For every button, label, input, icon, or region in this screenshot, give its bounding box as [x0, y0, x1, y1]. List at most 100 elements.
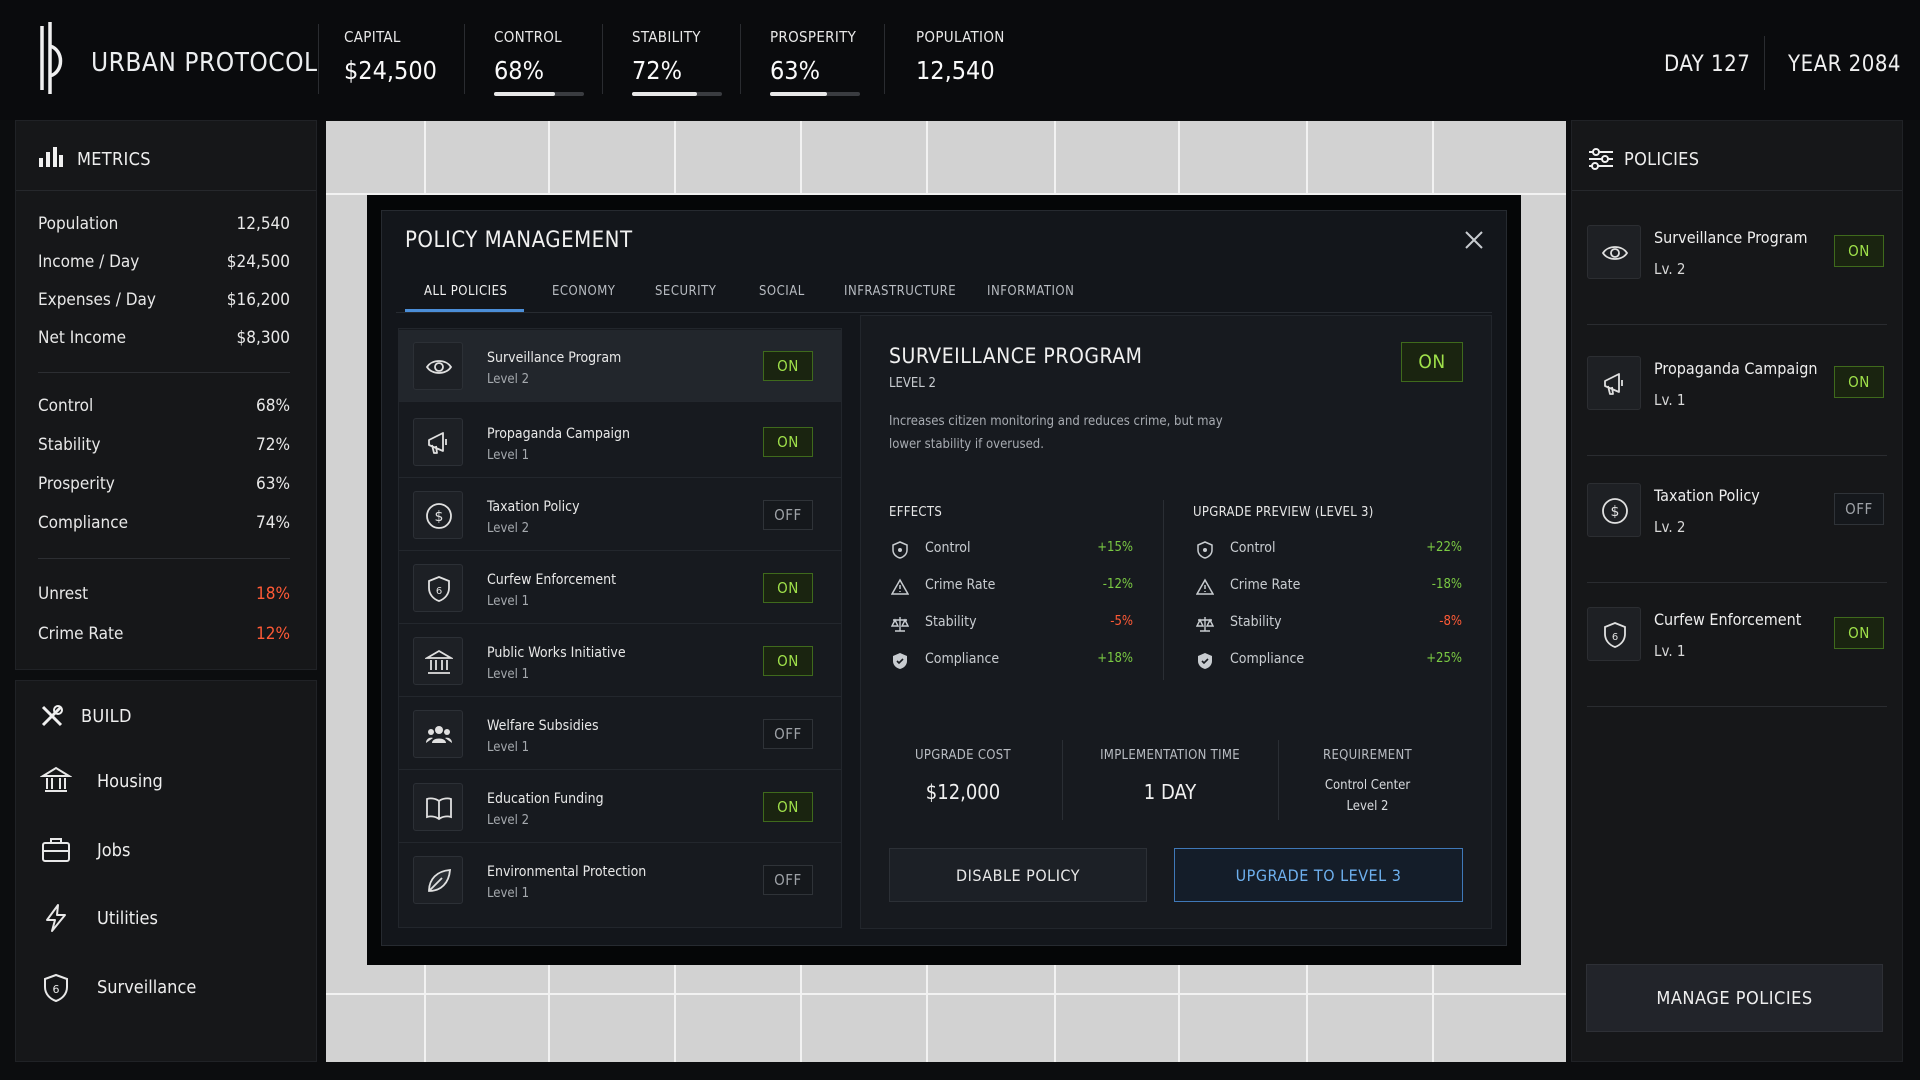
- effect-value: +15%: [1097, 540, 1133, 555]
- app-title: URBAN PROTOCOL: [91, 48, 318, 78]
- policy-toggle[interactable]: ON: [763, 573, 813, 603]
- megaphone-icon: [1604, 373, 1623, 395]
- stat-value: 72%: [632, 56, 682, 85]
- dollar-icon: $: [426, 503, 452, 529]
- upgrade-policy-button[interactable]: UPGRADE TO LEVEL 3: [1174, 848, 1463, 902]
- tab-economy[interactable]: ECONOMY: [552, 284, 616, 299]
- policy-name: Surveillance Program: [1654, 228, 1808, 247]
- scales-icon: [891, 617, 909, 632]
- requirement-line: Level 2: [1346, 799, 1389, 814]
- effect-row: Compliance +18%: [891, 651, 1133, 671]
- policy-name: Curfew Enforcement: [1654, 610, 1802, 629]
- bank-icon: [40, 766, 72, 792]
- policy-toggle[interactable]: ON: [763, 792, 813, 822]
- policy-level: Level 2: [487, 372, 530, 387]
- divider: [602, 24, 603, 94]
- shield-6-icon: 6: [428, 576, 450, 602]
- modal-title: POLICY MANAGEMENT: [405, 228, 633, 253]
- policies-panel-header: [1572, 121, 1902, 191]
- preview-row: Crime Rate -18%: [1196, 577, 1462, 597]
- briefcase-icon: [42, 838, 70, 862]
- policy-icon-box: [413, 342, 463, 390]
- requirement-value: Control Center Level 2: [1290, 775, 1445, 817]
- dollar-icon: $: [1602, 498, 1628, 524]
- policy-name: Surveillance Program: [487, 350, 622, 366]
- policy-list-item[interactable]: Education Funding Level 2 ON: [399, 771, 841, 843]
- active-policy-item[interactable]: Propaganda Campaign Lv. 1 ON: [1587, 326, 1887, 456]
- policy-name: Education Funding: [487, 791, 604, 807]
- eye-icon: [425, 360, 453, 374]
- policy-toggle[interactable]: ON: [1834, 366, 1884, 398]
- leaf-icon: [428, 869, 451, 892]
- policy-list-item[interactable]: Public Works Initiative Level 1 ON: [399, 625, 841, 697]
- active-policy-item[interactable]: $ Taxation Policy Lv. 2 OFF: [1587, 453, 1887, 583]
- detail-toggle[interactable]: ON: [1401, 342, 1463, 382]
- policy-list-item[interactable]: Surveillance Program Level 2 ON: [399, 330, 841, 402]
- tab-all-policies[interactable]: ALL POLICIES: [424, 284, 508, 299]
- metric-label: Compliance: [38, 513, 129, 533]
- policy-toggle[interactable]: ON: [1834, 235, 1884, 267]
- manage-policies-button[interactable]: MANAGE POLICIES: [1586, 964, 1883, 1032]
- policy-list-item[interactable]: Propaganda Campaign Level 1 ON: [399, 406, 841, 478]
- metric-label: Net Income: [38, 328, 126, 348]
- preview-label: Stability: [1230, 614, 1282, 630]
- scales-icon: [1196, 617, 1214, 632]
- shield-check-icon: [893, 653, 907, 669]
- effect-row: Control +15%: [891, 540, 1133, 560]
- preview-value: +25%: [1426, 651, 1462, 666]
- policy-list-item[interactable]: 6 Curfew Enforcement Level 1 ON: [399, 552, 841, 624]
- policy-toggle[interactable]: ON: [1834, 617, 1884, 649]
- policy-list-item[interactable]: $ Taxation Policy Level 2 OFF: [399, 479, 841, 551]
- metric-label: Stability: [38, 435, 101, 455]
- stat-value: 68%: [494, 56, 544, 85]
- upgrade-preview-title: UPGRADE PREVIEW (LEVEL 3): [1193, 505, 1374, 520]
- tabs-divider: [396, 312, 1492, 313]
- tab-infrastructure[interactable]: INFRASTRUCTURE: [844, 284, 957, 299]
- metric-row: Unrest 18%: [38, 584, 290, 604]
- divider: [464, 24, 465, 94]
- map-grid-line: [326, 193, 1566, 195]
- policy-toggle[interactable]: OFF: [763, 719, 813, 749]
- policy-icon-box: [1587, 225, 1641, 279]
- active-policy-item[interactable]: Surveillance Program Lv. 2 ON: [1587, 195, 1887, 325]
- policy-list-item[interactable]: Environmental Protection Level 1 OFF: [399, 844, 841, 916]
- svg-text:6: 6: [53, 983, 60, 996]
- divider: [1062, 740, 1063, 820]
- active-policy-item[interactable]: 6 Curfew Enforcement Lv. 1 ON: [1587, 577, 1887, 707]
- metric-value: 74%: [256, 513, 290, 533]
- disable-policy-button[interactable]: DISABLE POLICY: [889, 848, 1147, 902]
- effect-label: Stability: [925, 614, 977, 630]
- policy-name: Propaganda Campaign: [1654, 359, 1818, 378]
- detail-description: Increases citizen monitoring and reduces…: [889, 414, 1223, 452]
- svg-text:6: 6: [1612, 632, 1618, 643]
- tab-social[interactable]: SOCIAL: [759, 284, 805, 299]
- tab-information[interactable]: INFORMATION: [987, 284, 1075, 299]
- policy-toggle[interactable]: OFF: [1834, 493, 1884, 525]
- stat-value: 12,540: [916, 56, 995, 85]
- stat-label: CONTROL: [494, 28, 562, 46]
- policy-level: Lv. 1: [1654, 642, 1686, 660]
- metric-value: 18%: [256, 584, 290, 604]
- policy-list-item[interactable]: Welfare Subsidies Level 1 OFF: [399, 698, 841, 770]
- metric-value: 12,540: [236, 214, 291, 234]
- policy-toggle[interactable]: ON: [763, 351, 813, 381]
- policy-toggle[interactable]: ON: [763, 427, 813, 457]
- close-icon[interactable]: [1462, 228, 1486, 252]
- metric-label: Unrest: [38, 584, 89, 604]
- stat-label: POPULATION: [916, 28, 1005, 46]
- effect-value: -12%: [1102, 577, 1133, 592]
- detail-title: SURVEILLANCE PROGRAM: [889, 344, 1143, 368]
- metric-row: Expenses / Day $16,200: [38, 290, 290, 310]
- tab-security[interactable]: SECURITY: [655, 284, 717, 299]
- policy-toggle[interactable]: ON: [763, 646, 813, 676]
- policy-toggle[interactable]: OFF: [763, 500, 813, 530]
- metric-value: 12%: [256, 624, 290, 644]
- eye-icon: [1601, 246, 1629, 260]
- policy-level: Level 1: [487, 886, 530, 901]
- effect-row: Crime Rate -12%: [891, 577, 1133, 597]
- stat-value: 63%: [770, 56, 820, 85]
- divider: [884, 24, 885, 94]
- effect-label: Crime Rate: [925, 577, 996, 593]
- policy-toggle[interactable]: OFF: [763, 865, 813, 895]
- policy-icon-box: [413, 637, 463, 685]
